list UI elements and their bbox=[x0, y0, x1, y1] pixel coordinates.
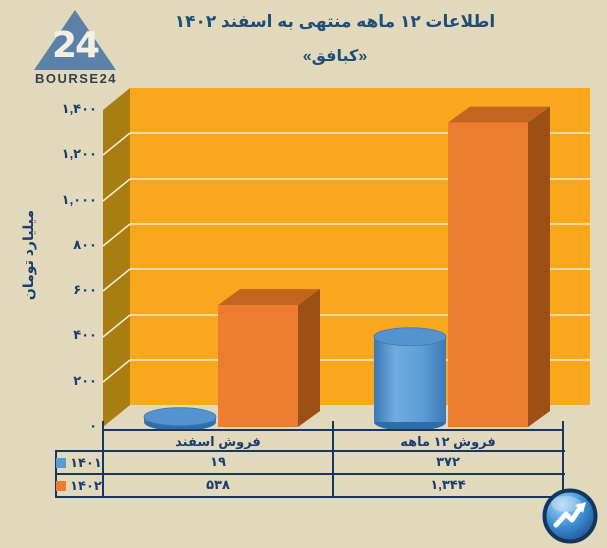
trend-arrow-icon bbox=[542, 488, 598, 544]
page-title: اطلاعات ۱۲ ماهه منتهی به اسفند ۱۴۰۲ bbox=[174, 12, 496, 31]
y-tick-label: ۲۰۰ bbox=[73, 372, 97, 388]
legend-swatch-1402-icon bbox=[56, 480, 67, 491]
y-tick-label: ۸۰۰ bbox=[73, 236, 97, 252]
logo-brand-text: BOURSE24 bbox=[34, 71, 118, 86]
table-border bbox=[55, 450, 565, 452]
table-value-1402-esfand: ۵۳۸ bbox=[206, 477, 230, 492]
y-tick-label: ۱,۲۰۰ bbox=[61, 146, 97, 162]
table-border bbox=[332, 430, 334, 498]
logo-number: 24 bbox=[51, 25, 100, 66]
legend-year-1401: ۱۴۰۱ bbox=[70, 454, 102, 470]
header: اطلاعات ۱۲ ماهه منتهی به اسفند ۱۴۰۲ «کبا… bbox=[120, 0, 550, 66]
legend-swatch-1401-icon bbox=[56, 457, 67, 468]
y-tick-label: ۶۰۰ bbox=[73, 282, 97, 298]
y-tick-label: ۱,۴۰۰ bbox=[61, 101, 97, 116]
legend-item-1401: ۱۴۰۱ bbox=[56, 452, 102, 473]
legend-item-1402: ۱۴۰۲ bbox=[56, 475, 102, 496]
table-border bbox=[55, 473, 565, 475]
table-border bbox=[55, 496, 565, 498]
legend-year-1402: ۱۴۰۲ bbox=[70, 477, 102, 493]
chart-side-wall bbox=[103, 88, 130, 427]
table-border bbox=[562, 430, 564, 498]
table-value-1401-esfand: ۱۹ bbox=[210, 454, 226, 469]
bourse24-logo: 24 BOURSE24 bbox=[26, 8, 126, 88]
y-tick-label: ۱,۰۰۰ bbox=[61, 191, 97, 207]
y-tick-label: ۴۰۰ bbox=[73, 327, 97, 343]
y-tick-label: ۰ bbox=[89, 418, 97, 433]
table-border bbox=[55, 450, 57, 498]
category-label-esfand-sales: فروش اسفند bbox=[175, 434, 261, 449]
table-value-1402-12month: ۱,۳۴۴ bbox=[430, 477, 466, 492]
data-bars bbox=[143, 106, 550, 431]
table-value-1401-12month: ۳۷۲ bbox=[436, 454, 460, 469]
table-border bbox=[102, 430, 104, 498]
bourse24-emblem bbox=[542, 488, 598, 544]
category-label-12month-sales: فروش ۱۲ ماهه bbox=[400, 434, 496, 449]
ticker-symbol: «کبافق» bbox=[302, 48, 368, 65]
